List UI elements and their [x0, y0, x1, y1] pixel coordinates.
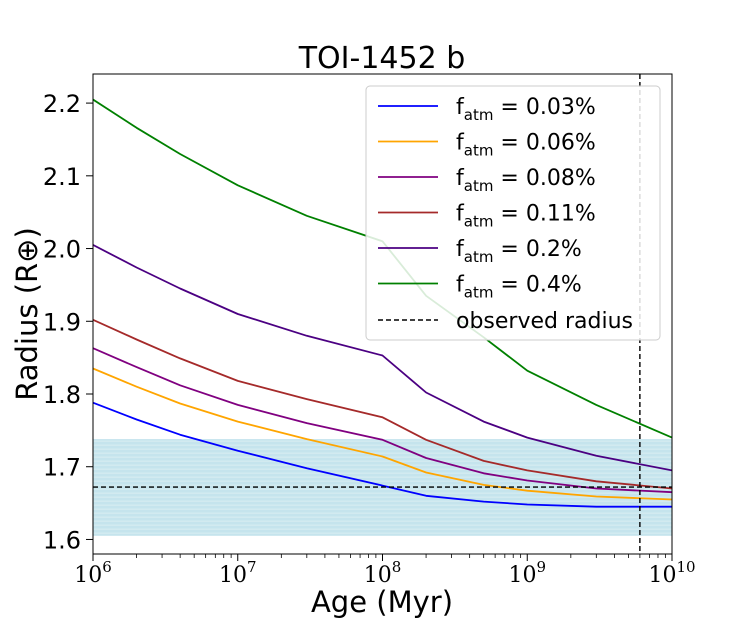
- x-axis-label: Age (Myr): [311, 585, 453, 619]
- y-tick-label: 2.0: [43, 236, 81, 264]
- x-tick-label: 106: [74, 558, 112, 588]
- chart-title: TOI-1452 b: [298, 41, 466, 76]
- y-axis-label: Radius (R⊕): [10, 227, 44, 401]
- series-line-3: [93, 347, 672, 494]
- legend-label-5: fatm = 0.2%: [456, 237, 582, 266]
- y-tick-label: 1.8: [43, 381, 81, 409]
- legend: fatm = 0.03% fatm = 0.06% fatm = 0.08% fatm…: [365, 85, 661, 341]
- legend-items: fatm = 0.03% fatm = 0.06% fatm = 0.08% fatm…: [378, 95, 596, 302]
- series-line-2: [93, 367, 672, 501]
- series-line-1: [93, 401, 672, 508]
- x-tick-label: 109: [508, 558, 546, 588]
- plot-area: [93, 74, 672, 554]
- y-tick-label: 2.2: [43, 90, 81, 118]
- legend-label-6: fatm = 0.4%: [456, 273, 582, 302]
- y-tick-label: 1.7: [43, 454, 81, 482]
- x-tick-label: 108: [364, 558, 402, 588]
- legend-box: [365, 85, 661, 341]
- observed-radius-band-stripes: [93, 440, 672, 534]
- legend-label-3: fatm = 0.08%: [456, 166, 596, 195]
- series-line-5: [93, 244, 672, 472]
- y-tick-label: 1.6: [43, 526, 81, 554]
- x-axis-ticks: 106 107 108 109 1010: [74, 554, 696, 588]
- legend-label-1: fatm = 0.03%: [456, 95, 596, 124]
- y-axis-ticks: 1.6 1.7 1.8 1.9 2.0 2.1 2.2: [43, 90, 93, 554]
- x-tick-label: 1010: [648, 558, 695, 588]
- legend-observed-label: observed radius: [456, 309, 633, 334]
- series-line-4: [93, 318, 672, 490]
- legend-label-4: fatm = 0.11%: [456, 202, 596, 231]
- y-tick-label: 1.9: [43, 308, 81, 336]
- y-tick-label: 2.1: [43, 163, 81, 191]
- legend-label-2: fatm = 0.06%: [456, 131, 596, 160]
- x-tick-label: 107: [219, 558, 257, 588]
